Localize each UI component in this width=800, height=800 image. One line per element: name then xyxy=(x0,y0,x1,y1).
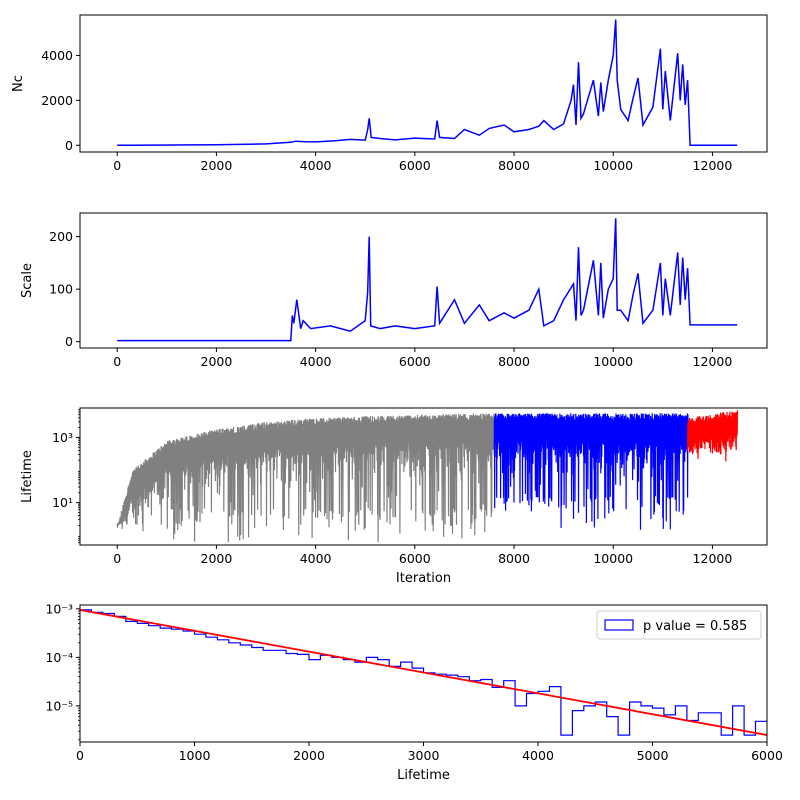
x-tick-label: 2000 xyxy=(201,354,233,369)
x-tick-label: 0 xyxy=(113,551,121,566)
x-tick-label: 4000 xyxy=(300,551,332,566)
series-line xyxy=(117,19,738,147)
x-tick-label: 8000 xyxy=(498,158,530,173)
x-tick-label: 6000 xyxy=(399,551,431,566)
axes-frame xyxy=(79,407,768,546)
x-tick-label: 3000 xyxy=(408,748,440,763)
y-tick-label: 4000 xyxy=(41,48,73,63)
x-tick-label: 8000 xyxy=(498,354,530,369)
series-line xyxy=(117,218,738,342)
x-tick-label: 0 xyxy=(113,158,121,173)
x-axis-label: Iteration xyxy=(396,571,451,586)
x-tick-label: 0 xyxy=(76,748,84,763)
axes-frame xyxy=(79,212,768,349)
x-tick-label: 2000 xyxy=(293,748,325,763)
x-tick-label: 1000 xyxy=(179,748,211,763)
panel-lifetime-trace: 0 2000 4000 6000 8000 10000 12000 10¹ 10³ Lifetim… xyxy=(20,407,768,586)
panel-scale: 0 2000 4000 6000 8000 10000 12000 0 100 200 Scale xyxy=(20,212,768,369)
y-tick-label: 100 xyxy=(49,282,73,297)
x-tick-label: 4000 xyxy=(300,354,332,369)
legend-label: p value = 0.585 xyxy=(643,619,747,634)
y-tick-label: 0 xyxy=(65,334,73,349)
x-tick-label: 12000 xyxy=(693,551,733,566)
plot-area xyxy=(117,218,738,342)
axes-frame xyxy=(79,14,768,153)
legend: p value = 0.585 xyxy=(596,610,762,640)
x-tick-label: 0 xyxy=(113,354,121,369)
x-tick-label: 10000 xyxy=(593,158,633,173)
histogram-step xyxy=(80,609,767,736)
lifetime-segment xyxy=(493,413,689,530)
x-tick-label: 6000 xyxy=(751,748,783,763)
x-tick-label: 2000 xyxy=(201,551,233,566)
panel-lifetime-histogram: p value = 0.585 0 1000 2000 3000 4000 5000 6000… xyxy=(45,601,782,783)
plot-area xyxy=(116,410,739,543)
plot-area xyxy=(80,609,767,736)
y-axis-label: Lifetime xyxy=(20,450,35,503)
y-tick-label: 200 xyxy=(49,229,73,244)
x-tick-label: 4000 xyxy=(522,748,554,763)
x-tick-label: 10000 xyxy=(593,354,633,369)
x-tick-label: 2000 xyxy=(201,158,233,173)
y-axis-label: Nc xyxy=(11,75,26,92)
plot-area xyxy=(117,19,738,147)
x-tick-label: 12000 xyxy=(693,158,733,173)
x-tick-label: 6000 xyxy=(399,354,431,369)
x-tick-label: 5000 xyxy=(637,748,669,763)
y-tick-label: 10⁻⁵ xyxy=(45,698,73,713)
x-axis-label: Lifetime xyxy=(397,768,450,783)
legend-box xyxy=(596,610,762,640)
lifetime-segment xyxy=(116,413,495,543)
x-tick-label: 4000 xyxy=(300,158,332,173)
y-tick-label: 10¹ xyxy=(52,495,73,510)
x-tick-label: 12000 xyxy=(693,354,733,369)
x-tick-label: 8000 xyxy=(498,551,530,566)
fit-line xyxy=(80,609,767,736)
y-tick-label: 10³ xyxy=(52,430,73,445)
panel-nc: 0 2000 4000 6000 8000 10000 12000 0 2000 4000 Nc xyxy=(11,14,768,173)
x-tick-label: 10000 xyxy=(593,551,633,566)
y-tick-label: 10⁻³ xyxy=(45,601,73,616)
y-axis-label: Scale xyxy=(20,263,35,298)
legend-swatch xyxy=(604,619,634,631)
y-tick-label: 2000 xyxy=(41,93,73,108)
y-tick-label: 0 xyxy=(65,138,73,153)
y-tick-label: 10⁻⁴ xyxy=(45,650,73,665)
x-tick-label: 6000 xyxy=(399,158,431,173)
lifetime-segment xyxy=(687,410,739,462)
